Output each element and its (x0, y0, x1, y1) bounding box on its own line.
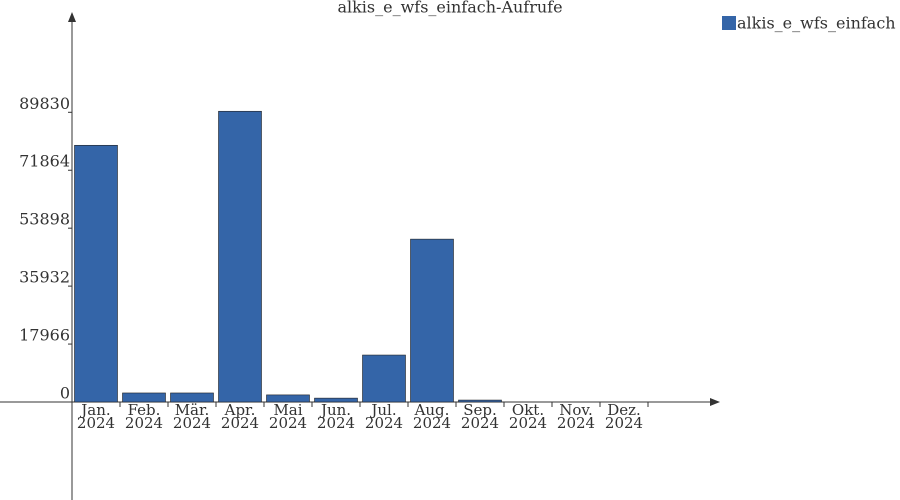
x-tick-label: Feb. 2024 (124, 401, 164, 432)
x-tick-label: Jul. 2024 (364, 401, 404, 432)
x-arrow (710, 398, 720, 406)
bar (122, 392, 166, 403)
bar (266, 394, 310, 403)
bar (314, 397, 358, 403)
x-tick-label: Okt. 2024 (508, 401, 548, 432)
bar (74, 144, 118, 403)
y-tick-label: 35932 (19, 268, 70, 287)
x-tick-label: Dez. 2024 (604, 401, 644, 432)
bar (218, 110, 262, 403)
y-tick-label: 71864 (19, 152, 70, 171)
bar (170, 392, 214, 403)
x-tick-label: Mai 2024 (268, 401, 308, 432)
chart-title: alkis_e_wfs_einfach-Aufrufe (337, 0, 562, 17)
bar (410, 238, 454, 403)
x-tick-label: Aug. 2024 (412, 401, 452, 432)
x-tick-label: Nov. 2024 (556, 401, 596, 432)
y-tick-label: 17966 (19, 326, 70, 345)
x-tick-label: Jan. 2024 (76, 401, 116, 432)
x-tick-label: Apr. 2024 (220, 401, 260, 432)
legend-swatch (722, 16, 736, 30)
y-tick-label: 53898 (19, 210, 70, 229)
bar (458, 399, 502, 403)
y-tick-label: 89830 (19, 94, 70, 113)
x-tick-label: Mär. 2024 (172, 401, 212, 432)
legend-label: alkis_e_wfs_einfach (737, 14, 896, 33)
bar (362, 354, 406, 403)
y-arrow (68, 12, 76, 22)
x-tick-label: Jun. 2024 (316, 401, 356, 432)
x-tick-label: Sep. 2024 (460, 401, 500, 432)
y-tick-label: 0 (60, 384, 70, 403)
